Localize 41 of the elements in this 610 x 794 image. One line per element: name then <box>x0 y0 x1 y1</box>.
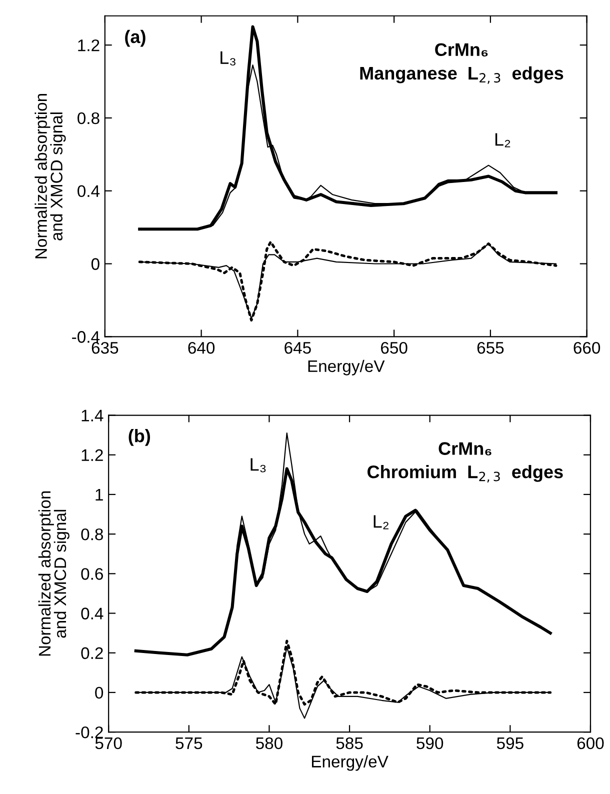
x-tick-label: 640 <box>188 342 215 354</box>
x-tick-label: 590 <box>416 737 444 750</box>
y-tick-label: 0.8 <box>81 528 103 540</box>
x-tick-label: 650 <box>381 342 408 354</box>
x-tick-label: 655 <box>477 342 504 354</box>
x-tick-label: 635 <box>92 342 118 354</box>
y-tick-label: -0.4 <box>72 331 100 343</box>
text: (a) <box>125 30 146 47</box>
annotation: Chromium L$_{2,3}$ edges <box>368 465 563 483</box>
y-tick-label: 1.4 <box>82 410 104 422</box>
y-tick-label: 0 <box>91 258 100 270</box>
y-tick-label: 0.2 <box>81 647 103 660</box>
annotation: L₂ <box>495 133 510 148</box>
x-tick-label: 595 <box>496 737 524 750</box>
y-tick-label: 0.6 <box>81 568 103 580</box>
annotation: L₃ <box>250 458 266 472</box>
x-tick-label: 660 <box>574 342 600 354</box>
annotation: CrMn₆ <box>435 43 488 56</box>
y-axis-title: Normalized absorption and XMCD signal <box>34 94 66 258</box>
y-tick-label: 0.4 <box>78 185 100 198</box>
x-tick-label: 645 <box>284 342 311 354</box>
x-tick-label: 570 <box>95 737 122 750</box>
y-tick-label: -0.2 <box>76 726 103 738</box>
x-tick-label: 600 <box>577 737 604 750</box>
y-axis-title: Normalized absorption and XMCD signal <box>38 491 70 656</box>
x-tick-label: 580 <box>256 737 282 750</box>
y-tick-label: 0.4 <box>81 608 104 620</box>
y-tick-label: 1.2 <box>82 449 103 461</box>
x-tick-label: 575 <box>176 738 202 750</box>
text: (b) <box>128 429 150 446</box>
annotation: L₂ <box>374 515 388 530</box>
y-tick-label: 1 <box>96 489 103 501</box>
x-axis-title: Energy/eV <box>308 360 385 376</box>
y-tick-label: 1.2 <box>78 39 100 52</box>
y-tick-label: 0.8 <box>78 112 100 124</box>
annotation: CrMn₆ <box>438 442 492 456</box>
x-tick-label: 585 <box>336 737 363 750</box>
annotation: L₃ <box>220 51 236 66</box>
annotation: Manganese L$_{2,3}$ edges <box>360 66 564 84</box>
x-axis-title: Energy/eV <box>312 755 388 771</box>
y-tick-label: 0 <box>95 686 104 699</box>
